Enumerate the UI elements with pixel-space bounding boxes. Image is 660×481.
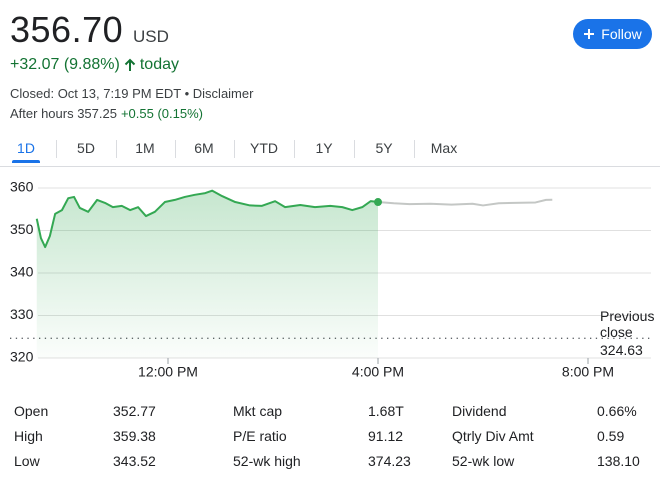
price-line (377, 198, 553, 207)
currency: USD (133, 27, 169, 46)
range-tab[interactable]: 1D (17, 140, 35, 156)
range-tab[interactable]: YTD (250, 140, 278, 156)
follow-label[interactable]: Follow (601, 26, 642, 42)
stat-label: 52-wk low (452, 453, 515, 469)
y-tick-label: 350 (10, 221, 34, 237)
previous-close-label: Previous close (600, 308, 655, 340)
price-line (35, 189, 379, 249)
plus-icon (584, 29, 595, 39)
follow-button[interactable]: Follow (573, 19, 652, 49)
x-tick-label: 8:00 PM (562, 364, 614, 380)
change: +32.07 (9.88%) (10, 56, 120, 73)
stat-value: 0.59 (597, 428, 625, 444)
stat-label: Mkt cap (233, 403, 283, 419)
range-tab[interactable]: 1M (135, 140, 155, 156)
x-tick-label: 12:00 PM (138, 364, 198, 380)
range-tabs: 1D 5D 1M 6M YTD 1Y 5Y Max (0, 138, 660, 168)
after-hours-change: +0.55 (0.15%) (120, 106, 203, 121)
range-tab[interactable]: 1Y (315, 140, 333, 156)
stat-label: Dividend (452, 403, 507, 419)
tab-separator (354, 140, 355, 158)
after-hours: After hours 357.25 +0.55 (0.15%) (10, 106, 203, 121)
stat-value: 352.77 (113, 403, 156, 419)
y-tick-label: 330 (10, 306, 34, 322)
x-tick-label: 4:00 PM (352, 364, 404, 380)
tab-separator (115, 140, 117, 158)
close-marker (374, 198, 382, 207)
tab-separator (294, 140, 295, 158)
tab-separator (56, 140, 57, 158)
tab-separator (414, 140, 415, 158)
up-arrow (124, 58, 136, 71)
y-tick-label: 340 (10, 264, 34, 280)
range-tab[interactable]: Max (430, 140, 458, 156)
stat-label: Open (14, 403, 49, 419)
stat-value: 1.68T (368, 403, 404, 419)
change-row: +32.07 (9.88%) today (10, 56, 179, 74)
stat-label: Low (14, 453, 40, 469)
stat-label: 52-wk high (233, 453, 301, 469)
area-fill (36, 190, 378, 358)
tab-separator (234, 140, 235, 158)
tab-separator (174, 140, 176, 158)
range-tab[interactable]: 5D (77, 140, 95, 156)
divider (0, 166, 660, 167)
price: 356.70 (10, 9, 124, 50)
stat-label: High (14, 428, 43, 444)
y-tick-label: 360 (10, 179, 34, 195)
selected-underline (12, 160, 40, 163)
range-tab[interactable]: 5Y (375, 140, 393, 156)
stat-value: 0.66% (597, 403, 637, 419)
market-status: Closed: Oct 13, 7:19 PM EDT • Disclaimer (10, 86, 254, 101)
change-period: today (139, 56, 179, 73)
stat-value: 359.38 (113, 428, 156, 444)
stat-label: P/E ratio (233, 428, 287, 444)
previous-close-value: 324.63 (600, 342, 643, 358)
after-hours-price: After hours 357.25 (10, 106, 117, 121)
range-tab[interactable]: 6M (194, 140, 214, 156)
stat-value: 343.52 (113, 453, 156, 469)
stat-value: 374.23 (368, 453, 411, 469)
stat-value: 91.12 (368, 428, 404, 444)
stat-value: 138.10 (597, 453, 640, 469)
y-tick-label: 320 (10, 349, 34, 365)
stat-label: Qtrly Div Amt (452, 428, 534, 444)
